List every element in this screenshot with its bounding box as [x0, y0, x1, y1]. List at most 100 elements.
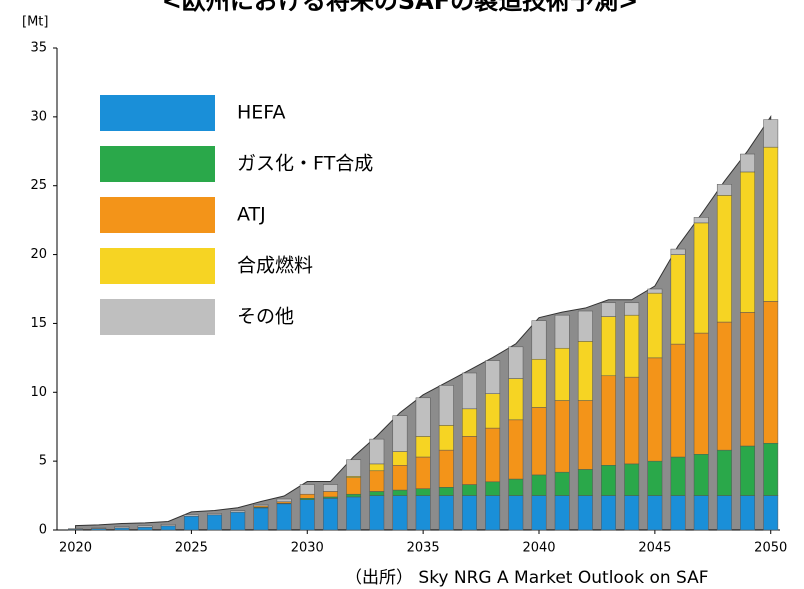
bar-segment	[693, 222, 709, 334]
bar-segment	[554, 347, 570, 401]
bar-segment	[531, 358, 547, 408]
bar-segment	[346, 496, 362, 531]
bar-segment	[508, 378, 524, 421]
bar-segment	[183, 514, 199, 517]
bar-segment	[647, 292, 663, 359]
x-tick-label: 2035	[407, 541, 440, 556]
y-tick-label: 0	[39, 523, 47, 538]
bar-segment	[716, 321, 732, 451]
bar-segment	[299, 499, 315, 531]
bar-segment	[740, 445, 755, 496]
bar-segment	[554, 400, 570, 473]
bar-segment	[323, 491, 338, 498]
y-tick-label: 15	[30, 316, 47, 331]
legend-label: ATJ	[237, 204, 266, 226]
chart-title: <欧州における将来のSAFの製造技術予測>	[162, 0, 638, 15]
bar-segment	[647, 495, 663, 531]
bar-segment	[670, 343, 686, 458]
bar-segment	[160, 525, 176, 531]
bar-segment	[230, 510, 246, 513]
bar-segment	[346, 477, 362, 495]
bar-segment	[369, 495, 385, 531]
bar-segment	[323, 484, 338, 492]
bar-segment	[230, 511, 246, 531]
y-tick-label: 35	[30, 41, 47, 56]
bar-segment	[276, 503, 292, 531]
legend-swatch	[100, 146, 215, 182]
bar-segment	[160, 524, 176, 527]
x-tick-label: 2045	[638, 541, 671, 556]
bar-segment	[438, 425, 454, 451]
bar-segment	[693, 332, 709, 455]
bar-segment	[114, 527, 130, 531]
bar-segment	[693, 217, 709, 224]
bar-segment	[577, 310, 593, 342]
x-tick-label: 2050	[754, 541, 787, 556]
bar-segment	[415, 495, 431, 531]
bar-segment	[577, 469, 593, 496]
bar-segment	[554, 495, 570, 531]
bar-segment	[323, 498, 338, 531]
legend-swatch	[100, 95, 215, 131]
y-tick-label: 25	[30, 178, 47, 193]
bar-segment	[462, 408, 477, 437]
bar-segment	[740, 171, 755, 313]
bar-segment	[392, 489, 408, 496]
bar-segment	[554, 471, 570, 496]
bar-segment	[392, 415, 408, 452]
bar-segment	[716, 495, 732, 531]
legend-label: HEFA	[237, 102, 285, 124]
bar-segment	[299, 484, 315, 495]
bar-segment	[716, 195, 732, 323]
bar-segment	[485, 360, 501, 394]
bar-segment	[647, 357, 663, 462]
bar-segment	[462, 372, 477, 410]
bar-segment	[438, 487, 454, 496]
bar-segment	[740, 153, 755, 173]
y-tick-label: 10	[30, 385, 47, 400]
bar-segment	[624, 302, 640, 316]
bar-segment	[624, 463, 640, 496]
bar-segment	[346, 459, 362, 477]
bar-segment	[740, 495, 755, 531]
y-tick-label: 20	[30, 247, 47, 262]
bar-segment	[763, 495, 779, 531]
bar-segment	[369, 463, 385, 472]
bar-segment	[207, 513, 223, 516]
bar-segment	[485, 495, 501, 531]
bar-segment	[415, 397, 431, 437]
x-tick-label: 2025	[175, 541, 208, 556]
bar-segment	[647, 288, 663, 294]
bar-segment	[624, 495, 640, 531]
bar-segment	[438, 385, 454, 426]
bar-segment	[253, 507, 269, 531]
legend-swatch	[100, 197, 215, 233]
bar-segment	[392, 451, 408, 466]
y-tick-label: 5	[39, 454, 47, 469]
bar-segment	[716, 184, 732, 196]
bar-segment	[415, 436, 431, 458]
bar-segment	[693, 495, 709, 531]
bar-segment	[577, 495, 593, 531]
bar-segment	[508, 478, 524, 496]
bar-segment	[670, 254, 686, 345]
bar-segment	[601, 465, 616, 496]
bar-segment	[369, 470, 385, 492]
bar-segment	[253, 504, 269, 507]
bar-segment	[207, 514, 223, 531]
bar-segment	[601, 495, 616, 531]
bar-segment	[137, 526, 153, 531]
y-tick-label: 30	[30, 109, 47, 124]
legend-label: ガス化・FT合成	[237, 153, 373, 175]
bar-segment	[508, 495, 524, 531]
bar-segment	[392, 465, 408, 491]
bar-segment	[670, 495, 686, 531]
y-axis-label: [Mt]	[22, 15, 48, 30]
bar-segment	[183, 515, 199, 531]
bar-segment	[601, 302, 616, 317]
bar-segment	[485, 427, 501, 483]
bar-segment	[624, 376, 640, 465]
bar-segment	[415, 456, 431, 489]
x-tick-label: 2030	[291, 541, 324, 556]
